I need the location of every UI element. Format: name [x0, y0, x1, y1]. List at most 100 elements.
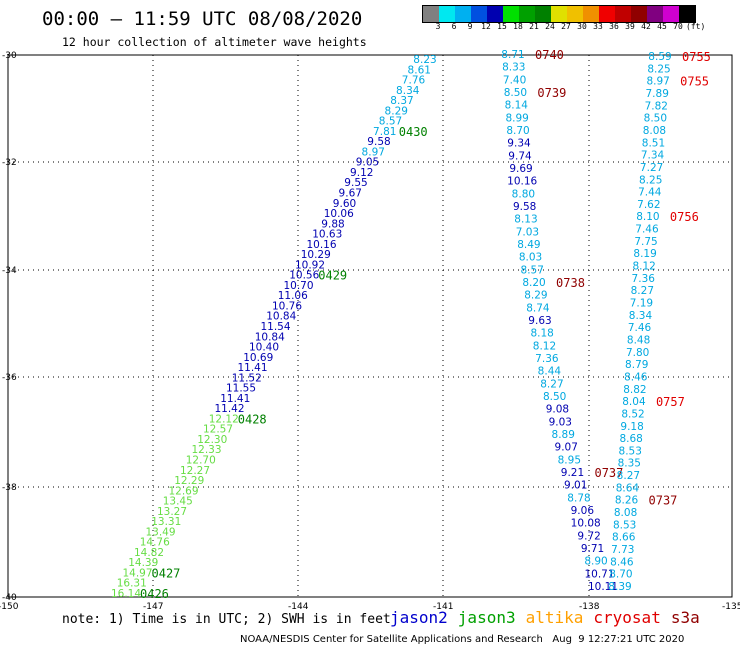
wave-height-label: 8.08 [614, 507, 637, 519]
wave-height-label: 8.23 [413, 54, 436, 66]
wave-height-label: 7.76 [402, 75, 426, 87]
wave-height-label: 14.76 [140, 537, 170, 549]
x-tick-label: -141 [433, 602, 453, 612]
wave-height-label: 8.71 [501, 49, 524, 61]
wave-height-label: 8.03 [519, 252, 542, 264]
wave-height-label: 8.52 [621, 408, 644, 420]
wave-height-label: 9.05 [356, 157, 379, 169]
color-scale-label: 27 [561, 22, 571, 31]
wave-height-label: 10.29 [301, 249, 331, 261]
wave-height-label: 7.34 [641, 150, 665, 162]
wave-height-label: 9.12 [350, 167, 373, 179]
wave-height-label: 7.62 [637, 199, 660, 211]
color-scale-label: 33 [593, 22, 603, 31]
wave-height-label: 14.97 [122, 567, 152, 579]
time-label: 0756 [670, 210, 699, 224]
wave-height-label: 8.68 [619, 433, 642, 445]
wave-height-label: 13.27 [157, 506, 187, 518]
time-label: 0757 [656, 395, 685, 409]
x-tick-label: -135 [722, 602, 740, 612]
wave-height-label: 9.08 [546, 404, 569, 416]
y-tick-label: -32 [2, 158, 17, 168]
wave-height-label: 8.25 [647, 63, 670, 75]
wave-height-label: 11.54 [260, 321, 290, 333]
wave-height-label: 13.31 [151, 516, 181, 528]
wave-height-label: 8.78 [567, 492, 590, 504]
wave-height-label: 10.16 [306, 239, 336, 251]
wave-height-label: 10.11 [588, 581, 618, 593]
wave-height-label: 9.34 [507, 138, 531, 150]
color-scale-label: 70 [673, 22, 683, 31]
wave-height-label: 8.35 [618, 458, 641, 470]
wave-height-label: 10.70 [283, 280, 313, 292]
wave-height-label: 8.44 [538, 366, 562, 378]
wave-height-label: 13.49 [145, 526, 175, 538]
wave-height-label: 8.57 [379, 116, 402, 128]
color-scale-label: 12 [481, 22, 491, 31]
wave-height-label: 9.06 [571, 505, 595, 517]
color-scale-label: 15 [497, 22, 507, 31]
wave-height-label: 7.82 [645, 100, 668, 112]
wave-height-label: 12.69 [168, 485, 198, 497]
time-label: 0755 [682, 50, 711, 64]
wave-height-label: 8.26 [615, 495, 639, 507]
color-swatch [423, 6, 439, 22]
wave-height-label: 8.66 [612, 532, 636, 544]
wave-height-label: 9.88 [321, 218, 344, 230]
wave-height-label: 12.27 [180, 465, 210, 477]
color-scale-label: 39 [625, 22, 635, 31]
wave-height-label: 9.74 [508, 150, 532, 162]
wave-height-label: 8.04 [622, 396, 646, 408]
color-swatch [631, 6, 647, 22]
credit-line: NOAA/NESDIS Center for Satellite Applica… [240, 634, 685, 645]
wave-height-label: 10.63 [312, 229, 342, 241]
wave-height-label: 8.50 [644, 113, 667, 125]
wave-height-label: 7.89 [646, 88, 669, 100]
color-swatch [615, 6, 631, 22]
wave-height-label: 8.97 [362, 146, 385, 158]
wave-height-label: 8.99 [505, 112, 528, 124]
wave-height-label: 11.55 [226, 383, 256, 395]
wave-height-label: 10.40 [249, 342, 279, 354]
wave-height-label: 8.12 [533, 340, 556, 352]
wave-height-label: 8.51 [642, 137, 665, 149]
wave-height-label: 10.84 [255, 331, 285, 343]
wave-height-label: 8.19 [633, 248, 656, 260]
wave-height-label: 9.63 [528, 315, 551, 327]
wave-height-label: 8.74 [526, 302, 550, 314]
legend-entry-jason2: jason2 [390, 608, 448, 627]
y-tick-label: -34 [2, 266, 17, 276]
time-label: 0737 [649, 494, 678, 508]
wave-height-label: 8.20 [522, 277, 545, 289]
wave-height-label: 7.75 [634, 236, 657, 248]
wave-height-label: 8.59 [648, 51, 671, 63]
wave-height-label: 10.08 [571, 518, 601, 530]
time-label: 0739 [537, 86, 566, 100]
satellite-legend: jason2 jason3 altika cryosat s3a [390, 608, 710, 627]
color-swatch [503, 6, 519, 22]
wave-height-label: 8.79 [625, 359, 648, 371]
wave-height-label: 8.14 [505, 100, 529, 112]
wave-height-label: 8.97 [646, 76, 669, 88]
wave-height-label: 7.44 [638, 187, 662, 199]
y-tick-label: -38 [2, 483, 17, 493]
wave-height-label: 8.39 [608, 581, 631, 593]
wave-height-label: 10.92 [295, 259, 325, 271]
wave-height-label: 7.46 [635, 224, 659, 236]
time-label: 0428 [238, 412, 267, 426]
color-scale-label: 21 [529, 22, 539, 31]
time-label: 0426 [140, 587, 169, 601]
time-label: 0738 [556, 276, 585, 290]
wave-height-label: 7.19 [630, 298, 653, 310]
wave-height-label: 9.58 [367, 136, 390, 148]
wave-height-label: 14.39 [128, 557, 158, 569]
color-scale-label: 6 [451, 22, 457, 31]
wave-height-label: 9.03 [549, 416, 572, 428]
x-tick-label: -150 [0, 602, 19, 612]
wave-height-label: 7.36 [632, 273, 656, 285]
wave-height-label: 8.50 [504, 87, 527, 99]
wave-height-label: 12.70 [186, 455, 216, 467]
wave-height-label: 16.14 [111, 588, 141, 600]
legend-entry-jason3: jason3 [457, 608, 516, 627]
